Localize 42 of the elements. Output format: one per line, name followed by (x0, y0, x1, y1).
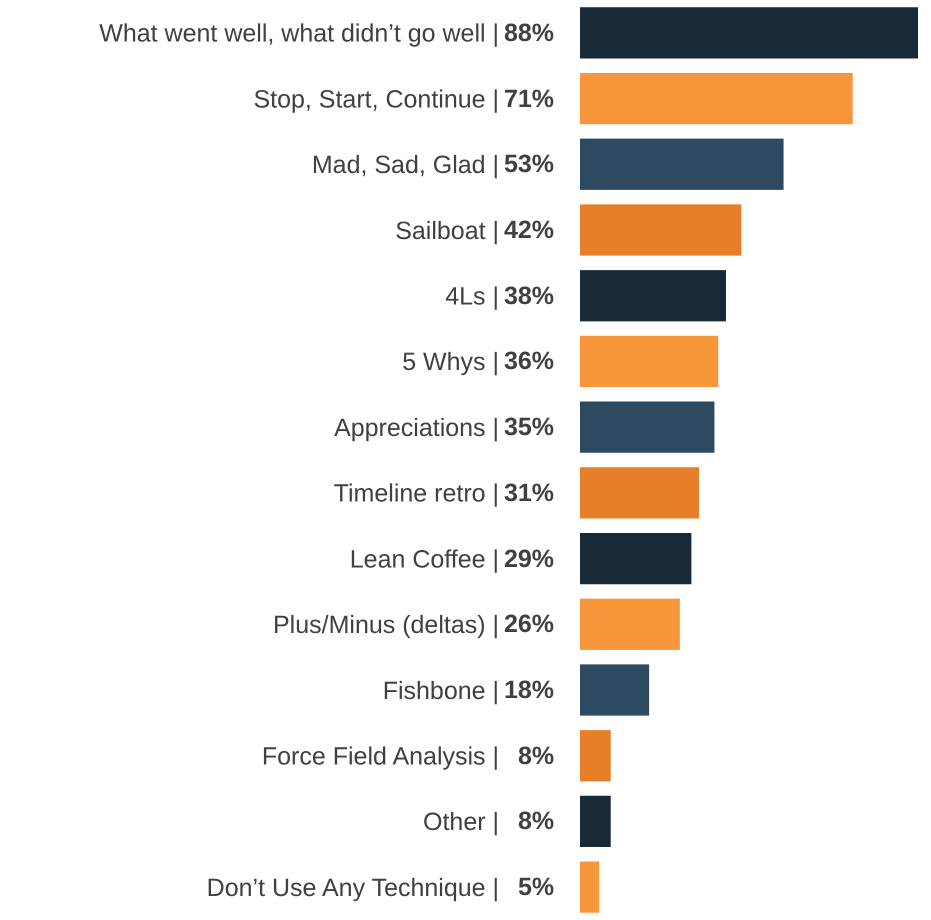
bar (580, 862, 600, 913)
data-label: 53% (504, 150, 554, 178)
y-tick-label: Appreciations | (334, 414, 499, 442)
bar (580, 598, 680, 650)
y-tick-label: 5 Whys | (402, 348, 499, 376)
bar (580, 336, 718, 388)
bar (580, 532, 692, 584)
bar (580, 796, 611, 848)
y-tick-label: Mad, Sad, Glad | (312, 151, 499, 180)
bar (580, 402, 714, 453)
bar (580, 467, 700, 518)
data-label: 5% (518, 873, 554, 901)
bar (580, 138, 784, 190)
data-label: 8% (518, 742, 554, 770)
data-label: 36% (504, 347, 554, 375)
bar (580, 7, 918, 58)
y-tick-label: Don’t Use Any Technique | (206, 874, 499, 902)
data-label: 71% (504, 85, 554, 113)
data-label: 29% (504, 545, 554, 573)
y-tick-label: What went well, what didn’t go well | (99, 20, 499, 48)
data-label: 42% (504, 216, 554, 244)
bar (580, 730, 611, 782)
bar (580, 204, 742, 256)
bar (580, 270, 726, 322)
data-label: 38% (504, 282, 554, 310)
y-tick-label: Sailboat | (395, 216, 499, 245)
bar (580, 72, 853, 124)
bar (580, 664, 650, 716)
data-label: 35% (504, 413, 554, 441)
y-tick-label: Timeline retro | (334, 480, 499, 508)
data-label: 26% (504, 610, 554, 638)
data-label: 88% (504, 19, 554, 47)
y-tick-label: Stop, Start, Continue | (253, 85, 499, 114)
y-tick-label: Force Field Analysis | (262, 742, 499, 770)
y-tick-label: Plus/Minus (deltas) | (272, 611, 499, 640)
y-tick-label: 4Ls | (445, 282, 499, 310)
y-tick-label: Fishbone | (382, 676, 499, 705)
y-tick-label: Other | (423, 808, 499, 836)
data-label: 18% (504, 676, 554, 704)
data-label: 8% (518, 807, 554, 835)
data-label: 31% (504, 479, 554, 507)
y-tick-label: Lean Coffee | (350, 545, 499, 574)
